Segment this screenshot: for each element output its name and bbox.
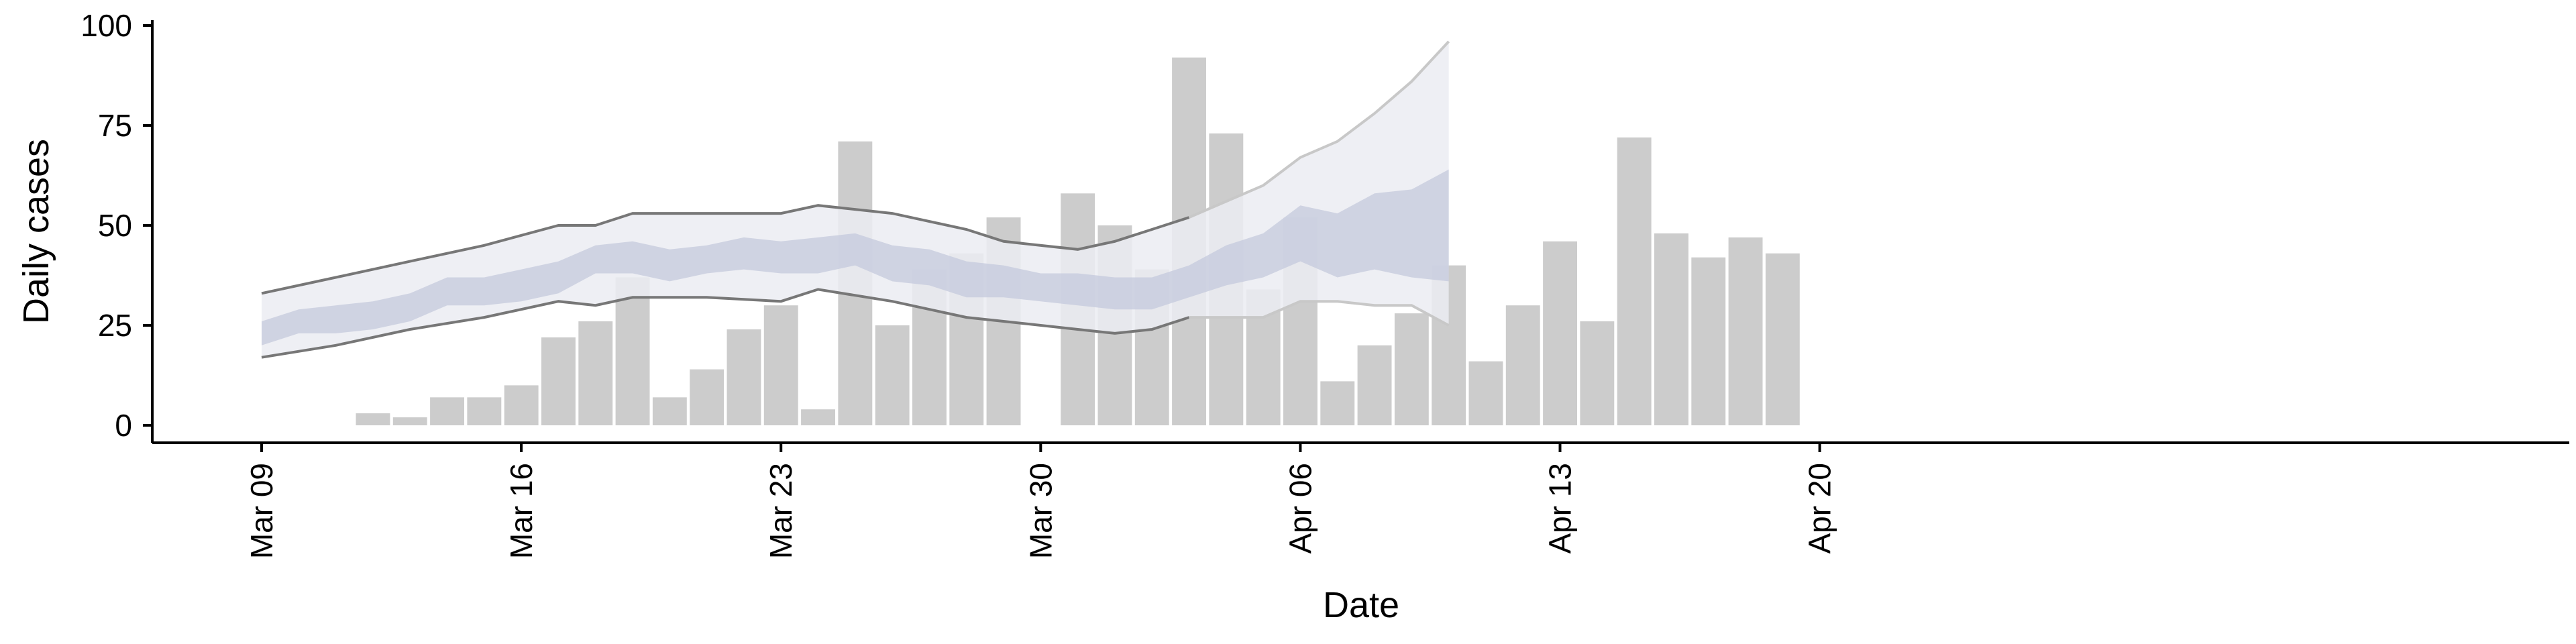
bar-2020-03-15 [467,397,502,425]
bar-2020-03-22 [727,329,761,425]
x-tick-label: Mar 23 [763,463,798,559]
upper-boundary-line [261,204,1190,295]
bar-2020-03-12 [356,413,390,425]
bar-2020-03-13 [392,417,427,425]
x-tick-label: Apr 13 [1543,463,1578,554]
x-axis-ticks: Mar 09 Mar 16 Mar 23 Mar 30 Apr 06 Apr 13 Apr … [244,443,1837,559]
bar-2020-03-20 [652,397,687,425]
credible-interval-bands [262,41,1449,358]
bar-2020-04-17 [1691,257,1726,425]
x-tick-label: Mar 09 [244,463,279,559]
bar-2020-04-13 [1543,241,1577,425]
y-tick-label: 100 [80,8,132,43]
bar-2020-04-11 [1468,361,1503,425]
y-tick-label: 25 [98,308,132,343]
bar-2020-03-21 [690,369,724,425]
bar-2020-04-12 [1505,305,1540,425]
y-axis-title: Daily cases [16,139,56,324]
y-axis-ticks: 0 25 50 75 100 [80,8,152,443]
axes [151,20,2569,444]
interval-boundary-lines [261,40,1450,359]
bar-2020-03-24 [801,409,835,425]
bar-2020-03-23 [763,305,798,425]
y-tick-label: 0 [115,408,132,443]
lower-boundary-line-projection [1189,300,1450,327]
x-tick-label: Apr 20 [1803,463,1837,554]
bar-2020-04-14 [1580,321,1615,425]
x-axis-title: Date [1323,585,1399,625]
inner-interval-band [262,169,1449,345]
x-tick-label: Apr 06 [1283,463,1318,554]
y-tick-label: 75 [98,108,132,143]
bar-2020-04-18 [1728,237,1763,425]
bar-2020-03-19 [615,277,650,425]
bar-2020-04-15 [1617,137,1652,425]
bar-2020-03-16 [504,385,539,425]
projection-fade-overlay [1189,20,1449,425]
x-tick-label: Mar 16 [504,463,539,559]
lower-boundary-line [261,288,1190,359]
bar-2020-03-17 [541,337,576,425]
bar-2020-03-18 [578,321,613,425]
bar-2020-04-19 [1765,253,1800,425]
x-tick-label: Mar 30 [1023,463,1058,559]
upper-boundary-line-projection [1188,40,1450,219]
bar-2020-04-16 [1654,233,1688,425]
y-tick-label: 50 [98,208,132,243]
bar-2020-03-14 [430,397,464,425]
bar-2020-03-26 [875,325,910,425]
